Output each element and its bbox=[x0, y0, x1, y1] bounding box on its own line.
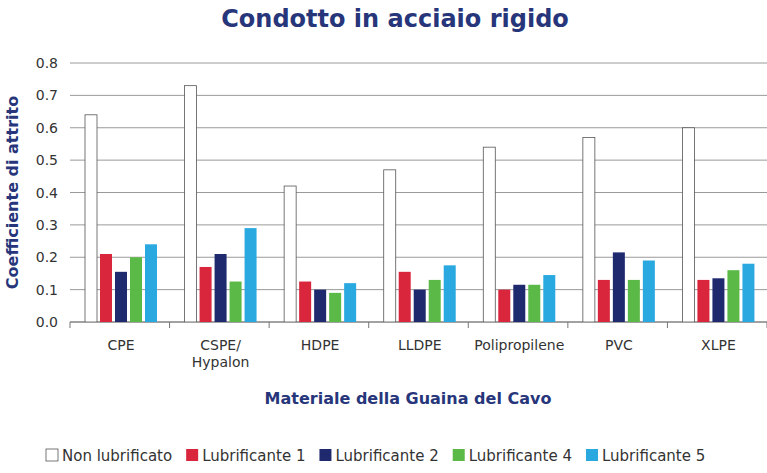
y-axis-label: Coefficiente di attrito bbox=[3, 96, 22, 289]
bar bbox=[399, 272, 411, 322]
bar bbox=[583, 137, 595, 322]
legend-swatch bbox=[46, 449, 58, 461]
y-tick-label: 0.4 bbox=[36, 185, 58, 201]
y-tick-label: 0.2 bbox=[36, 249, 58, 265]
bar bbox=[613, 252, 625, 322]
grid-line bbox=[70, 63, 767, 64]
bar bbox=[742, 264, 754, 322]
x-tick-label: PVC bbox=[605, 337, 633, 353]
y-tick-label: 0.7 bbox=[36, 87, 58, 103]
bar bbox=[230, 282, 242, 322]
bar bbox=[513, 285, 525, 322]
bar bbox=[314, 290, 326, 322]
bar bbox=[100, 254, 112, 322]
bar bbox=[483, 147, 495, 322]
grid-line bbox=[70, 192, 767, 193]
legend-label: Lubrificante 1 bbox=[202, 447, 305, 465]
bar bbox=[444, 265, 456, 322]
bar bbox=[727, 270, 739, 322]
legend-swatch bbox=[186, 449, 198, 461]
category-tick bbox=[468, 322, 469, 328]
grid-line bbox=[70, 224, 767, 225]
grid-line bbox=[70, 257, 767, 258]
bar bbox=[598, 280, 610, 322]
x-tick-label: HDPE bbox=[301, 337, 340, 353]
y-tick-label: 0.0 bbox=[36, 314, 58, 330]
bar bbox=[498, 290, 510, 322]
category-tick bbox=[169, 322, 170, 328]
bar bbox=[329, 293, 341, 322]
bar bbox=[344, 283, 356, 322]
bar bbox=[85, 115, 97, 322]
x-tick-label: CSPE/Hypalon bbox=[192, 337, 250, 370]
title: Condotto in acciaio rigido bbox=[221, 5, 569, 33]
bar bbox=[384, 170, 396, 322]
category-tick bbox=[368, 322, 369, 328]
bar bbox=[299, 282, 311, 322]
legend-label: Lubrificante 4 bbox=[469, 447, 572, 465]
legend-label: Non lubrificato bbox=[62, 447, 172, 465]
bar bbox=[682, 128, 694, 322]
y-tick-label: 0.3 bbox=[36, 217, 58, 233]
y-tick-label: 0.6 bbox=[36, 120, 58, 136]
x-tick-label: Polipropilene bbox=[474, 337, 564, 353]
legend: Non lubrificato Lubrificante 1 Lubrificant… bbox=[46, 447, 705, 465]
y-tick-label: 0.1 bbox=[36, 282, 58, 298]
bars bbox=[85, 86, 754, 322]
bar bbox=[697, 280, 709, 322]
bar bbox=[200, 267, 212, 322]
legend-swatch bbox=[586, 449, 598, 461]
legend-label: Lubrificante 5 bbox=[602, 447, 705, 465]
grid-line bbox=[70, 95, 767, 96]
bar bbox=[115, 272, 127, 322]
x-tick-label: CPE bbox=[107, 337, 134, 353]
y-tick-label: 0.5 bbox=[36, 152, 58, 168]
category-tick bbox=[70, 322, 71, 328]
grid-line bbox=[70, 127, 767, 128]
grid-line bbox=[70, 160, 767, 161]
bar bbox=[712, 278, 724, 322]
category-tick bbox=[269, 322, 270, 328]
bar bbox=[543, 275, 555, 322]
bar bbox=[528, 285, 540, 322]
bar bbox=[284, 186, 296, 322]
bar bbox=[643, 260, 655, 322]
bar bbox=[130, 257, 142, 322]
bar bbox=[245, 228, 257, 322]
bar bbox=[185, 86, 197, 322]
bar bbox=[145, 244, 157, 322]
x-axis-label: Materiale della Guaina del Cavo bbox=[265, 389, 552, 408]
x-tick-label: XLPE bbox=[701, 337, 736, 353]
grid bbox=[70, 63, 767, 322]
bar bbox=[628, 280, 640, 322]
category-tick bbox=[667, 322, 668, 328]
legend-swatch bbox=[319, 449, 331, 461]
x-tick-label: LLDPE bbox=[398, 337, 442, 353]
category-tick bbox=[567, 322, 568, 328]
y-tick-label: 0.8 bbox=[36, 55, 58, 71]
legend-swatch bbox=[453, 449, 465, 461]
bar bbox=[414, 290, 426, 322]
bar bbox=[215, 254, 227, 322]
chart: Condotto in acciaio rigido Coefficiente d… bbox=[0, 0, 767, 473]
bar bbox=[429, 280, 441, 322]
legend-label: Lubrificante 2 bbox=[335, 447, 438, 465]
